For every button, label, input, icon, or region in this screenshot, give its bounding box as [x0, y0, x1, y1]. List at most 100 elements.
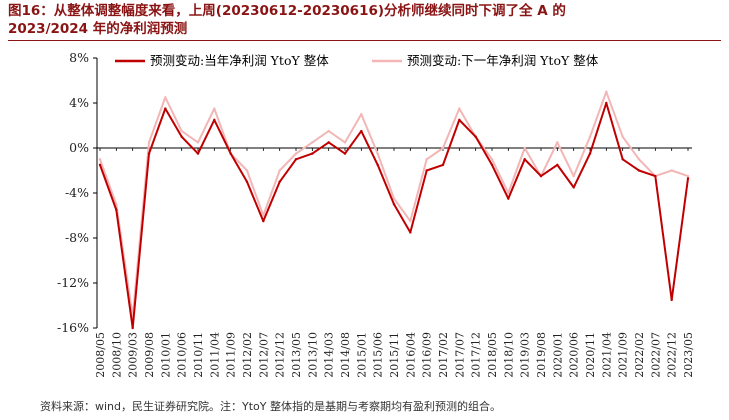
series-2-point — [360, 113, 363, 116]
x-tick-label: 2012/02 — [241, 332, 254, 378]
series-2-point — [147, 141, 151, 144]
series-1-point — [572, 186, 575, 189]
y-tick-label: 8% — [69, 50, 89, 65]
x-tick-label: 2014/03 — [323, 332, 336, 378]
series-2-point — [670, 169, 673, 172]
series-2-point — [507, 191, 510, 195]
series-1-point — [360, 129, 363, 133]
x-tick-labels: 2008/05 2008/10 2009/03 2009/08 2010/01 2010/… — [94, 332, 695, 378]
series-1-point — [458, 118, 461, 122]
x-tick-label: 2013/10 — [306, 332, 319, 378]
series-1-point — [588, 152, 592, 155]
x-tick-label: 2022/02 — [633, 332, 646, 378]
series-2-point — [490, 158, 494, 161]
x-tick-label: 2009/03 — [127, 332, 140, 378]
legend-label-2: 预测变动:下一年净利润 YtoY 整体 — [407, 53, 599, 68]
x-tick-label: 2014/08 — [339, 332, 352, 378]
x-tick-label: 2017/02 — [437, 332, 450, 378]
x-tick-label: 2022/07 — [649, 332, 662, 378]
x-tick-label: 2010/06 — [176, 332, 189, 378]
x-tick-label: 2021/09 — [617, 332, 630, 378]
x-tick-label: 2019/08 — [535, 332, 548, 378]
source-note: 资料来源：wind，民生证券研究院。注：YtoY 整体指的是基期与考察期均有盈利… — [40, 400, 501, 413]
x-tick-label: 2008/05 — [94, 332, 107, 378]
series-2-point — [115, 203, 118, 206]
x-tick-label: 2012/12 — [274, 332, 287, 378]
series-2-point — [572, 174, 575, 178]
x-tick-label: 2020/11 — [584, 332, 597, 378]
x-tick-label: 2018/10 — [502, 332, 515, 378]
y-tick-label: -16% — [57, 320, 89, 335]
series-1-point — [196, 152, 200, 155]
legend: 预测变动:当年净利润 YtoY 整体 预测变动:下一年净利润 YtoY 整体 — [115, 53, 599, 68]
title-line-1: 图16：从整体调整幅度来看，上周(20230612-20230616)分析师继续… — [8, 3, 566, 19]
x-tick-label: 2011/09 — [225, 332, 238, 378]
series-2-point — [441, 146, 445, 150]
x-tick-label: 2015/11 — [388, 332, 401, 378]
series-1-point — [605, 101, 608, 105]
series-1-point — [327, 141, 330, 144]
legend-label-1: 预测变动:当年净利润 YtoY 整体 — [150, 53, 329, 68]
series-2-point — [327, 129, 330, 133]
x-tick-label: 2018/05 — [486, 332, 499, 378]
x-tick-label: 2017/07 — [453, 332, 466, 378]
series-1-point — [245, 180, 249, 183]
x-tick-label: 2009/08 — [143, 332, 156, 378]
title-line-2: 2023/2024 年的净利润预测 — [8, 21, 188, 37]
x-tick-label: 2008/10 — [110, 332, 123, 378]
x-tick-label: 2015/06 — [372, 332, 385, 378]
x-tick-label: 2022/12 — [666, 332, 679, 378]
series-1-point — [556, 163, 559, 167]
series-2-point — [556, 141, 559, 144]
series-2-point — [523, 146, 526, 150]
series-2-point — [637, 158, 641, 161]
series-1-point — [278, 180, 281, 183]
series-1-point — [392, 203, 396, 206]
series-1-point — [686, 177, 690, 180]
series-1-point — [262, 219, 265, 223]
x-tick-label: 2020/06 — [568, 332, 581, 378]
x-tick-label: 2010/11 — [192, 332, 205, 378]
x-tick-label: 2021/04 — [600, 332, 613, 378]
series-2-point — [409, 219, 412, 223]
series-2-point — [245, 169, 249, 172]
y-tick-label: -8% — [65, 230, 89, 245]
x-tick-label: 2017/12 — [470, 332, 483, 378]
series-1-point — [670, 298, 673, 302]
series-1-point — [425, 169, 428, 172]
x-tick-label: 2023/05 — [682, 332, 695, 378]
y-tick-label: 0% — [69, 140, 89, 155]
series-1-point — [229, 152, 232, 155]
x-tick-label: 2020/01 — [551, 332, 564, 378]
series-2-point — [196, 141, 200, 144]
series-1-point — [621, 158, 624, 161]
series-2-point — [164, 96, 167, 99]
series-1-point — [213, 118, 216, 122]
series-2-point — [262, 214, 265, 217]
y-tick-label: -4% — [65, 185, 89, 200]
series-2-point — [605, 90, 608, 93]
x-tick-label: 2011/04 — [208, 332, 221, 378]
series-1-point — [507, 197, 510, 200]
x-tick-label: 2013/05 — [290, 332, 303, 378]
series-2-point — [392, 197, 396, 200]
series-1-point — [474, 135, 477, 138]
series-1-point — [409, 231, 412, 234]
title-rule — [8, 40, 721, 41]
x-tick-label: 2019/03 — [519, 332, 532, 378]
chart-series — [98, 90, 690, 330]
series-2-point — [458, 107, 461, 110]
x-tick-label: 2012/07 — [257, 332, 270, 378]
y-tick-labels: -16% -12% -8% -4% 0% 4% 8% — [57, 50, 89, 335]
series-2-point — [343, 141, 347, 144]
series-2-point — [588, 135, 592, 138]
series-1-point — [637, 169, 641, 172]
x-tick-label: 2015/01 — [355, 332, 368, 378]
y-tick-label: 4% — [69, 95, 89, 110]
series-2-point — [294, 152, 298, 155]
series-1-point — [131, 326, 134, 330]
series-2-point — [376, 152, 379, 155]
x-tick-label: 2010/01 — [159, 332, 172, 378]
series-1-point — [441, 163, 445, 167]
